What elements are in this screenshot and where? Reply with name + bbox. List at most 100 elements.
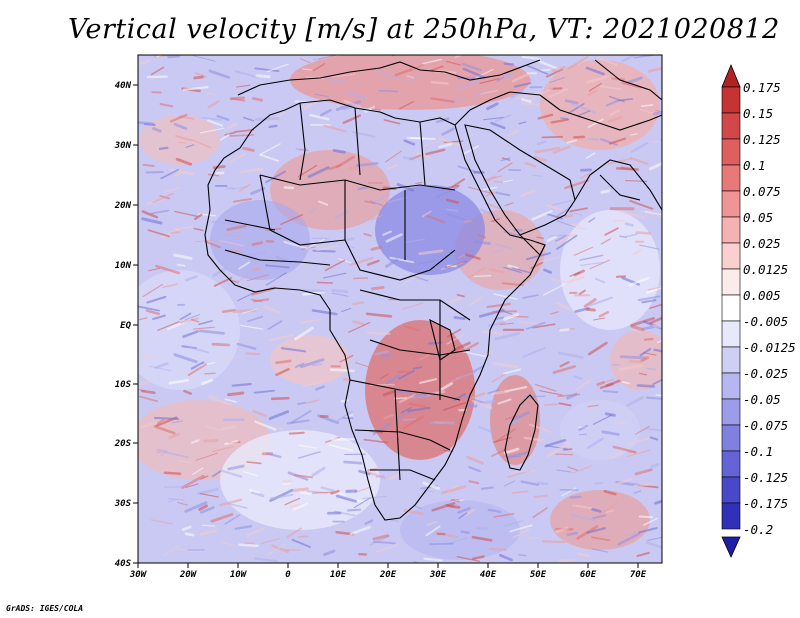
velocity-streak — [496, 76, 505, 83]
velocity-streak — [617, 98, 634, 102]
velocity-streak — [374, 350, 389, 356]
colorbar-label: -0.0125 — [743, 340, 796, 355]
velocity-streak — [345, 90, 369, 101]
velocity-streak — [595, 277, 606, 284]
velocity-streak — [656, 339, 662, 344]
velocity-streak — [630, 324, 645, 332]
velocity-streak — [280, 214, 303, 226]
velocity-streak — [566, 392, 578, 400]
velocity-streak — [138, 395, 158, 403]
velocity-streak — [395, 389, 413, 394]
velocity-streak — [246, 461, 262, 465]
velocity-streak — [266, 452, 282, 459]
velocity-streak — [179, 312, 192, 321]
velocity-streak — [220, 425, 237, 431]
velocity-streak — [211, 342, 231, 347]
velocity-streak — [162, 283, 178, 289]
velocity-streak — [210, 513, 234, 523]
velocity-streak — [476, 527, 489, 530]
colorbar-box — [721, 86, 741, 114]
colorbar: 0.175 0.15 0.125 0.1 0.075 0.05 0.025 0.… — [721, 63, 796, 558]
colorbar-box — [721, 138, 741, 166]
velocity-streak — [633, 490, 642, 494]
velocity-streak — [219, 133, 230, 141]
velocity-streak — [526, 64, 549, 75]
velocity-streak — [224, 514, 241, 525]
velocity-streak — [315, 385, 325, 391]
velocity-streak — [650, 140, 662, 143]
velocity-streak — [607, 157, 633, 165]
velocity-streak — [555, 526, 569, 534]
velocity-streak — [652, 378, 662, 386]
velocity-streak — [316, 244, 339, 252]
lat-label: EQ — [120, 321, 131, 331]
velocity-streak — [418, 353, 431, 361]
velocity-streak — [370, 214, 383, 221]
velocity-streak — [525, 321, 546, 330]
velocity-streak — [342, 417, 354, 419]
velocity-streak — [627, 449, 651, 457]
velocity-streak — [579, 254, 604, 261]
colorbar-label: -0.075 — [743, 418, 788, 433]
velocity-streak — [573, 246, 594, 256]
velocity-streak — [268, 333, 295, 342]
velocity-streak — [343, 237, 355, 242]
velocity-streak — [331, 73, 356, 78]
colorbar-box — [721, 424, 741, 452]
velocity-streak — [229, 96, 246, 101]
velocity-streak — [294, 326, 314, 341]
velocity-streak — [266, 543, 287, 556]
velocity-streak — [385, 150, 402, 163]
velocity-streak — [308, 207, 318, 214]
velocity-streak — [323, 549, 336, 557]
velocity-streak — [555, 235, 567, 243]
velocity-streak — [251, 491, 265, 498]
colorbar-label: 0.125 — [743, 132, 781, 147]
velocity-streak — [504, 480, 516, 487]
velocity-streak — [644, 427, 662, 432]
velocity-streak — [407, 406, 431, 413]
velocity-streak — [537, 481, 549, 486]
velocity-streak — [504, 386, 528, 393]
velocity-streak — [410, 274, 429, 282]
velocity-streak — [198, 320, 213, 326]
velocity-streak — [632, 249, 642, 255]
velocity-streak — [209, 394, 219, 399]
velocity-streak — [375, 543, 399, 553]
velocity-streak — [592, 514, 607, 520]
velocity-streak — [286, 527, 303, 538]
velocity-streak — [660, 529, 662, 533]
velocity-streak — [507, 264, 519, 270]
velocity-streak — [292, 502, 309, 511]
velocity-streak — [164, 451, 189, 459]
velocity-streak — [455, 79, 480, 90]
velocity-streak — [575, 378, 593, 391]
velocity-streak — [599, 138, 618, 146]
velocity-streak — [621, 81, 642, 89]
velocity-streak — [629, 199, 654, 210]
velocity-streak — [311, 466, 326, 477]
velocity-streak — [424, 214, 445, 224]
velocity-streak — [293, 474, 313, 479]
colorbar-label: 0.005 — [743, 288, 781, 303]
velocity-streak — [156, 448, 168, 453]
velocity-streak — [488, 547, 508, 551]
velocity-streak — [385, 258, 399, 268]
velocity-streak — [471, 399, 493, 410]
velocity-streak — [551, 199, 573, 206]
velocity-streak — [528, 423, 552, 434]
velocity-streak — [534, 383, 557, 392]
velocity-streak — [305, 238, 325, 250]
velocity-streak — [605, 99, 620, 107]
velocity-streak — [201, 524, 216, 527]
velocity-streak — [346, 508, 362, 512]
velocity-streak — [425, 525, 441, 537]
velocity-streak — [208, 69, 231, 79]
velocity-streak — [311, 363, 323, 367]
lat-label: 10N — [115, 261, 132, 271]
velocity-streak — [615, 477, 632, 486]
velocity-streak — [226, 122, 238, 130]
velocity-streak — [466, 455, 484, 465]
velocity-streak — [200, 529, 218, 536]
velocity-streak — [643, 337, 654, 341]
